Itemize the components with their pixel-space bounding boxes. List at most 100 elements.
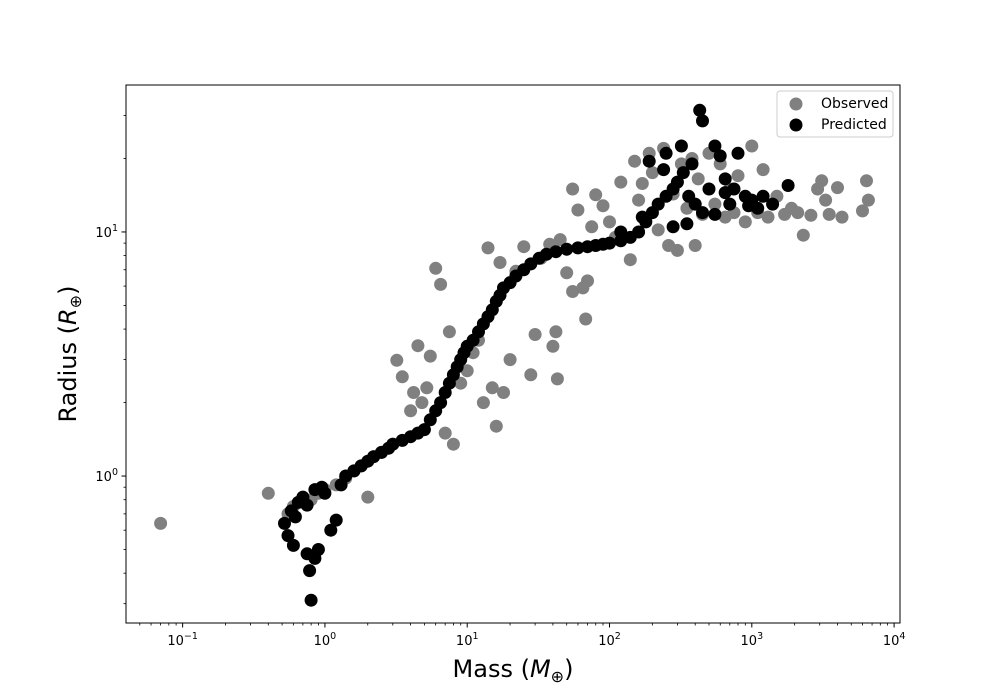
data-point: [822, 207, 836, 221]
data-point: [517, 240, 531, 254]
data-point: [318, 486, 332, 500]
y-axis: 100 101: [95, 115, 126, 605]
data-point: [685, 157, 699, 171]
data-point: [718, 172, 732, 186]
data-point: [579, 312, 593, 326]
data-point: [670, 243, 684, 257]
data-point: [680, 217, 694, 231]
data-point: [708, 207, 722, 221]
data-point: [546, 339, 560, 353]
data-point: [560, 266, 574, 280]
data-point: [781, 179, 795, 192]
y-tick-label: 101: [95, 223, 118, 241]
data-point: [688, 197, 702, 211]
data-point: [742, 199, 756, 213]
data-point: [304, 593, 318, 607]
data-point: [493, 256, 507, 269]
data-point: [460, 364, 474, 378]
data-point: [645, 166, 659, 180]
data-point: [632, 225, 646, 239]
data-point: [481, 241, 495, 255]
x-tick-label: 101: [456, 631, 479, 649]
data-point: [566, 182, 580, 196]
data-point: [438, 426, 452, 440]
data-point: [417, 423, 431, 437]
data-point: [691, 172, 705, 186]
data-point: [745, 139, 759, 153]
data-point: [361, 490, 375, 504]
data-point: [766, 197, 780, 211]
data-point: [623, 253, 637, 267]
data-point: [589, 188, 603, 202]
plot-frame: [125, 84, 901, 624]
data-point: [723, 197, 737, 211]
data-point: [434, 396, 448, 410]
data-point: [635, 210, 649, 224]
data-point: [804, 208, 818, 222]
data-point: [651, 197, 665, 211]
data-point: [831, 181, 844, 195]
data-point: [614, 175, 628, 189]
data-point: [261, 486, 275, 500]
data-point: [693, 103, 707, 117]
data-point: [395, 370, 409, 384]
data-point: [407, 386, 421, 399]
data-point: [628, 154, 642, 168]
data-point: [835, 210, 849, 224]
data-point: [676, 166, 690, 180]
data-point: [390, 353, 404, 367]
data-point: [727, 182, 741, 196]
data-point: [560, 242, 574, 256]
data-point: [442, 325, 456, 339]
data-point: [286, 538, 300, 552]
data-point: [657, 163, 671, 177]
data-point: [642, 154, 656, 168]
legend-label-predicted: Predicted: [821, 117, 887, 133]
y-axis-title: Radius (R⊕): [54, 286, 85, 423]
data-point: [756, 189, 770, 203]
data-point: [603, 236, 616, 250]
data-point: [300, 498, 314, 512]
plot-area: [125, 84, 901, 624]
data-point: [585, 220, 599, 234]
data-point: [860, 174, 873, 188]
legend[interactable]: Observed Predicted: [776, 90, 894, 138]
data-point: [411, 339, 425, 353]
data-point: [281, 529, 295, 543]
data-point: [756, 163, 770, 177]
data-point: [324, 523, 338, 537]
data-point: [454, 376, 468, 390]
x-tick-label: 104: [883, 631, 906, 649]
data-point: [688, 239, 702, 252]
legend-marker-predicted: [789, 118, 803, 132]
data-point: [861, 193, 875, 207]
data-point: [666, 220, 680, 234]
data-point: [659, 146, 673, 160]
data-point: [415, 396, 429, 410]
data-point: [796, 228, 810, 242]
data-point: [596, 199, 610, 213]
data-point: [553, 233, 567, 247]
data-point: [429, 261, 443, 275]
data-point: [856, 204, 869, 218]
x-tick-label: 103: [741, 631, 764, 649]
data-point: [651, 223, 665, 237]
data-point: [524, 368, 538, 382]
data-point: [761, 210, 775, 224]
data-point: [696, 114, 709, 128]
x-tick-label: 10−1: [167, 631, 198, 649]
data-point: [528, 328, 542, 341]
data-point: [549, 245, 563, 259]
data-point: [708, 197, 722, 211]
data-point: [696, 206, 709, 220]
data-point: [329, 513, 343, 527]
data-point: [420, 381, 434, 395]
predicted-series: [278, 103, 795, 607]
data-point: [300, 547, 314, 561]
y-tick-label: 100: [95, 467, 118, 485]
data-point: [603, 215, 616, 229]
data-point: [423, 349, 437, 363]
x-axis: 10−1 100 101 102 103 104: [139, 623, 906, 649]
data-point: [571, 203, 585, 217]
